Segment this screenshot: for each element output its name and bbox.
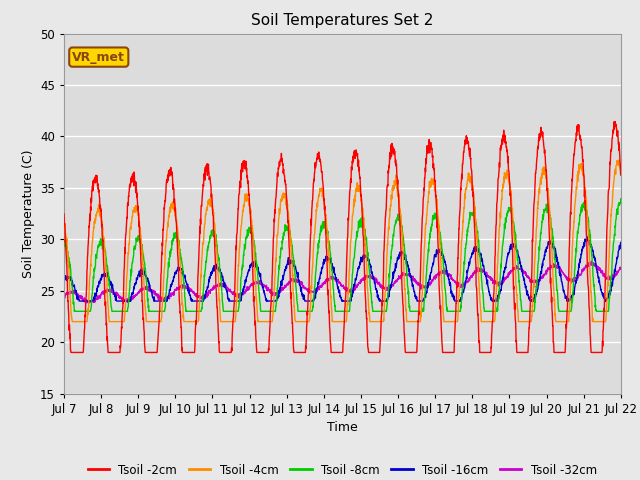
Legend: Tsoil -2cm, Tsoil -4cm, Tsoil -8cm, Tsoil -16cm, Tsoil -32cm: Tsoil -2cm, Tsoil -4cm, Tsoil -8cm, Tsoi… [83,459,602,480]
X-axis label: Time: Time [327,421,358,434]
Text: VR_met: VR_met [72,50,125,63]
Title: Soil Temperatures Set 2: Soil Temperatures Set 2 [252,13,433,28]
Y-axis label: Soil Temperature (C): Soil Temperature (C) [22,149,35,278]
